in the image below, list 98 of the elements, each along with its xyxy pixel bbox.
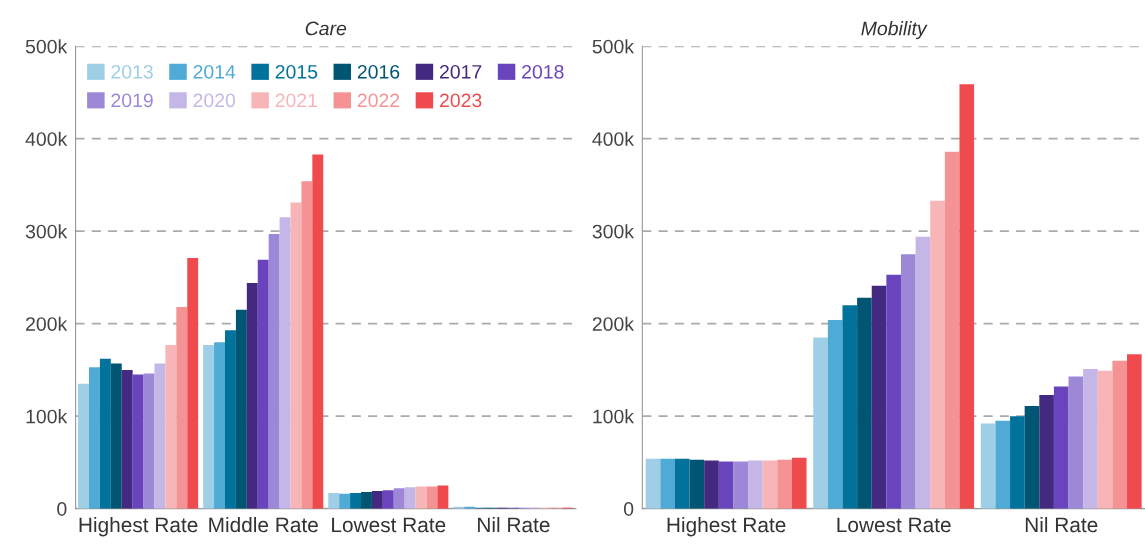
bar [1083, 369, 1098, 509]
bar [437, 485, 449, 509]
x-tick-label: Lowest Rate [332, 517, 446, 533]
x-tick-label: Highest Rate [79, 516, 198, 537]
bar [371, 491, 383, 509]
y-tick-label: 400k [592, 131, 635, 146]
y-tick-label: 200k [26, 316, 68, 331]
bar [235, 309, 247, 509]
bar [301, 181, 313, 509]
legend-label: 2020 [193, 93, 236, 108]
bar [980, 423, 996, 509]
bar [393, 488, 405, 509]
bar [187, 258, 199, 509]
bar [382, 490, 394, 509]
bar [143, 373, 155, 509]
legend-label: 2016 [357, 64, 400, 79]
bar [268, 233, 280, 509]
bar [1127, 354, 1142, 509]
bar [225, 330, 236, 509]
bar [944, 151, 960, 509]
x-tick-label: Nil Rate [478, 516, 550, 533]
bar [132, 374, 144, 509]
bar [660, 458, 675, 509]
bar [154, 363, 166, 509]
bar [1068, 376, 1084, 509]
x-tick-label: Middle Rate [209, 516, 318, 533]
legend-label: 2022 [357, 93, 400, 108]
bar [1097, 370, 1113, 509]
bar [78, 383, 89, 509]
bar [777, 459, 792, 509]
y-tick-label: 0 [57, 502, 67, 516]
bar [312, 154, 324, 509]
bar [762, 460, 778, 509]
legend-label: 2013 [111, 64, 153, 79]
bar [718, 461, 734, 509]
bar [415, 486, 427, 509]
bar [290, 202, 302, 509]
bar [121, 369, 133, 509]
bar [203, 344, 215, 509]
bar [915, 236, 931, 509]
bar [1024, 405, 1040, 509]
bar [871, 285, 887, 509]
bar [1112, 360, 1128, 509]
bar [900, 254, 916, 509]
legend-label: 2021 [275, 93, 318, 108]
bar [176, 307, 188, 509]
bar [279, 217, 291, 509]
bar [995, 420, 1011, 509]
bar [257, 259, 269, 509]
bar [350, 492, 362, 509]
chart-title: Care [305, 21, 347, 36]
y-tick-label: 300k [592, 224, 635, 239]
bar [733, 461, 749, 509]
bar [88, 367, 100, 509]
bar [886, 274, 901, 509]
bar [110, 363, 122, 509]
bar [1010, 416, 1025, 509]
bar [689, 459, 705, 509]
bar [959, 84, 975, 509]
y-tick-label: 0 [623, 502, 634, 516]
bar [748, 460, 763, 509]
y-tick-label: 200k [592, 316, 635, 331]
y-tick-label: 100k [593, 409, 635, 424]
bar [426, 486, 438, 509]
legend-label: 2018 [522, 64, 564, 79]
legend-label: 2014 [193, 64, 236, 79]
bar [328, 492, 340, 509]
y-tick-label: 500k [592, 39, 635, 54]
y-tick-label: 400k [25, 131, 68, 146]
bar [99, 358, 111, 509]
bar [246, 282, 258, 509]
x-tick-label: Nil Rate [1025, 516, 1098, 533]
bar [1039, 394, 1054, 509]
bar [645, 458, 661, 509]
bar [1053, 386, 1069, 509]
bar [165, 344, 177, 509]
legend-label: 2023 [439, 93, 482, 108]
legend-label: 2015 [275, 64, 318, 79]
bar [857, 297, 872, 509]
bar [842, 305, 858, 509]
bar [813, 337, 828, 509]
bar [404, 487, 416, 509]
bar [361, 491, 372, 509]
y-tick-label: 100k [26, 409, 68, 424]
bar [704, 460, 719, 509]
x-tick-label: Highest Rate [667, 516, 786, 537]
chart-title: Mobility [861, 21, 928, 40]
bar [827, 319, 843, 509]
bar [214, 342, 225, 509]
bar [339, 493, 351, 509]
legend-label: 2019 [111, 93, 153, 108]
y-tick-label: 500k [25, 39, 68, 54]
x-tick-label: Lowest Rate [837, 517, 951, 533]
bar [791, 457, 807, 509]
legend-label: 2017 [439, 64, 482, 79]
y-tick-label: 300k [25, 224, 68, 239]
bar [674, 458, 690, 509]
bar [930, 200, 945, 509]
